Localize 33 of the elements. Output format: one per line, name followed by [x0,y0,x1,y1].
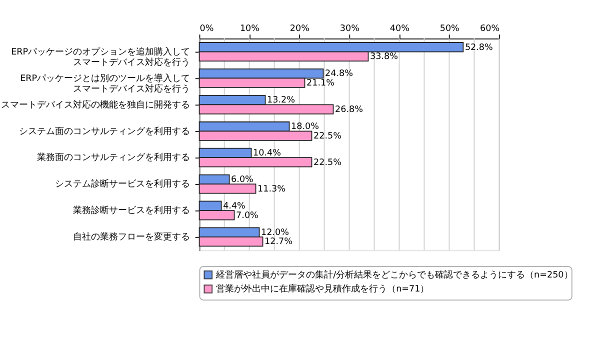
data-label: 6.0% [231,175,254,186]
data-label: 12.0% [261,228,289,238]
data-label: 12.7% [264,237,292,248]
y-tick-label: 業務面のコンサルティングを利用する [37,152,190,164]
x-tick-label: 60% [480,24,500,34]
x-tick-label: 50% [440,24,460,34]
data-label: 4.4% [223,202,246,212]
data-label: 10.4% [253,148,282,159]
y-tick-label: 自社の業務フローを変更する [73,232,190,243]
data-label: 26.8% [335,104,363,115]
x-tick-label: 10% [240,24,260,34]
data-label: 22.5% [314,131,342,142]
data-label: 18.0% [291,122,319,132]
y-tick-label: ERPパッケージとは別のツールを導入してスマートデバイス対応を行う [20,72,190,94]
data-label: 22.5% [314,158,342,168]
data-label: 13.2% [267,96,295,106]
legend-label: 経営層や社員がデータの集計/分析結果をどこからでも確認できるようにする（n=250） [215,270,573,281]
data-label: 7.0% [236,210,258,221]
x-tick-label: 0% [200,24,214,34]
data-label: 52.8% [464,42,493,53]
y-tick-label: ERPパッケージのオプションを追加購入してスマートデバイス対応を行う [11,46,190,68]
x-tick-label: 20% [290,24,310,34]
data-label: 21.1% [306,78,334,88]
y-tick-label: システム診断サービスを利用する [55,178,190,190]
data-label: 11.3% [258,184,286,194]
y-tick-label: システム面のコンサルティングを利用する [19,126,190,137]
x-tick-label: 40% [390,24,410,34]
data-label: 24.8% [325,69,353,80]
x-tick-label: 30% [340,24,360,34]
y-tick-label: スマートデバイス対応の機能を独自に開発する [1,99,190,110]
legend-label: 営業が外出中に在庫確認や見積作成を行う（n=71） [216,284,430,295]
y-tick-label: 業務診断サービスを利用する [73,205,190,216]
data-label: 33.8% [370,52,398,62]
